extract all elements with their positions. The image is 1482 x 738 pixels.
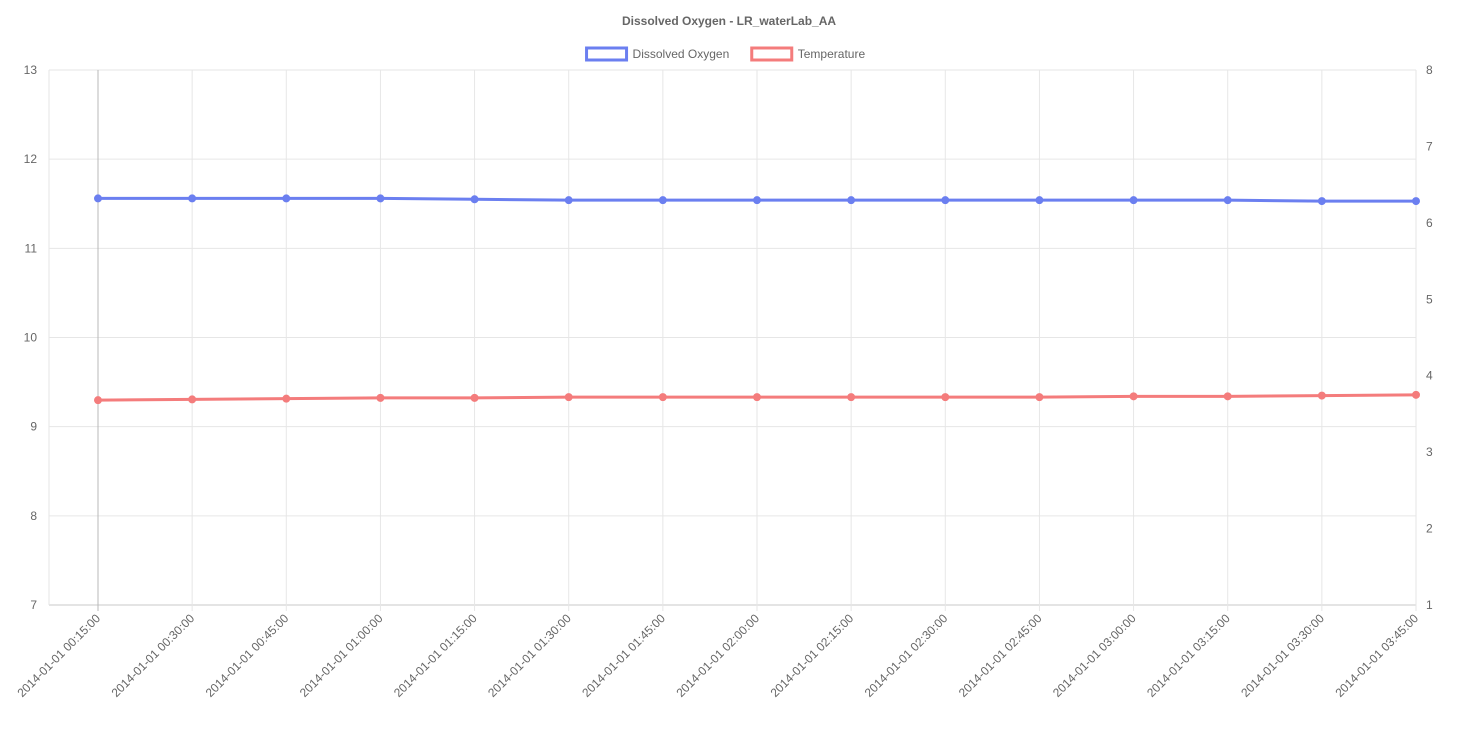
y-left-tick-label: 9 [30, 420, 37, 434]
data-point [1412, 390, 1420, 399]
x-tick-label: 2014-01-01 03:15:00 [1144, 611, 1233, 700]
y-left-tick-label: 10 [24, 331, 38, 345]
x-tick-label: 2014-01-01 00:15:00 [14, 611, 103, 700]
data-point [1412, 197, 1420, 206]
series-layer [94, 194, 1420, 405]
data-point [1035, 393, 1044, 402]
x-tick-label: 2014-01-01 01:30:00 [485, 611, 574, 700]
data-point [376, 194, 385, 203]
x-tick-label: 2014-01-01 02:00:00 [673, 611, 762, 700]
x-tick-label: 2014-01-01 02:30:00 [862, 611, 951, 700]
data-point [282, 394, 291, 403]
data-point [94, 194, 102, 203]
data-point [1223, 392, 1232, 401]
x-axis: 2014-01-01 00:15:00 2014-01-01 00:30:00 20… [14, 611, 1421, 700]
data-point [1129, 196, 1138, 205]
data-point [564, 196, 573, 205]
y-left-tick-label: 8 [30, 509, 37, 523]
data-point [658, 196, 667, 205]
data-point [470, 393, 479, 402]
data-point [753, 196, 761, 205]
legend: Dissolved Oxygen Temperature [585, 46, 866, 62]
x-tick-label: 2014-01-01 01:00:00 [297, 611, 386, 700]
data-point [188, 194, 197, 203]
y-right-tick-label: 8 [1426, 63, 1433, 77]
data-point [658, 393, 667, 402]
chart-title: Dissolved Oxygen - LR_waterLab_AA [622, 14, 836, 28]
data-point [1035, 196, 1044, 205]
data-point [847, 393, 856, 402]
legend-label: Temperature [798, 47, 866, 61]
data-point [564, 393, 573, 402]
data-point [753, 393, 761, 402]
y-right-tick-label: 5 [1426, 292, 1433, 306]
y-right-tick-label: 3 [1426, 445, 1433, 459]
legend-swatch [750, 46, 794, 62]
x-tick-label: 2014-01-01 02:15:00 [768, 611, 857, 700]
data-point [1129, 392, 1138, 401]
y-right-tick-label: 6 [1426, 216, 1433, 230]
y-axis-right: 1 2 3 4 5 6 7 8 [1426, 63, 1433, 612]
data-point [188, 395, 197, 404]
data-point [1223, 196, 1232, 205]
data-point [470, 195, 479, 204]
y-right-tick-label: 7 [1426, 139, 1433, 153]
data-point [94, 396, 102, 405]
y-left-tick-label: 12 [24, 152, 38, 166]
x-tick-label: 2014-01-01 01:15:00 [391, 611, 480, 700]
legend-swatch [585, 46, 629, 62]
data-point [847, 196, 856, 205]
y-left-tick-label: 13 [24, 63, 38, 77]
x-tick-label: 2014-01-01 03:30:00 [1238, 611, 1327, 700]
y-axis-left: 7 8 9 10 11 12 13 [24, 63, 38, 612]
legend-label: Dissolved Oxygen [633, 47, 730, 61]
x-tick-label: 2014-01-01 03:45:00 [1332, 611, 1421, 700]
data-point [1317, 391, 1326, 400]
x-tick-label: 2014-01-01 00:30:00 [109, 611, 198, 700]
y-right-tick-label: 4 [1426, 369, 1433, 383]
data-point [1317, 197, 1326, 206]
grid [48, 69, 1417, 611]
x-tick-label: 2014-01-01 01:45:00 [579, 611, 668, 700]
y-right-tick-label: 1 [1426, 598, 1433, 612]
x-tick-label: 2014-01-01 03:00:00 [1050, 611, 1139, 700]
y-right-tick-label: 2 [1426, 522, 1433, 536]
x-tick-label: 2014-01-01 00:45:00 [203, 611, 292, 700]
data-point [941, 393, 950, 402]
x-tick-label: 2014-01-01 02:45:00 [956, 611, 1045, 700]
data-point [941, 196, 950, 205]
y-left-tick-label: 11 [25, 241, 38, 255]
y-left-tick-label: 7 [30, 598, 37, 612]
data-point [376, 393, 385, 402]
data-point [282, 194, 291, 203]
